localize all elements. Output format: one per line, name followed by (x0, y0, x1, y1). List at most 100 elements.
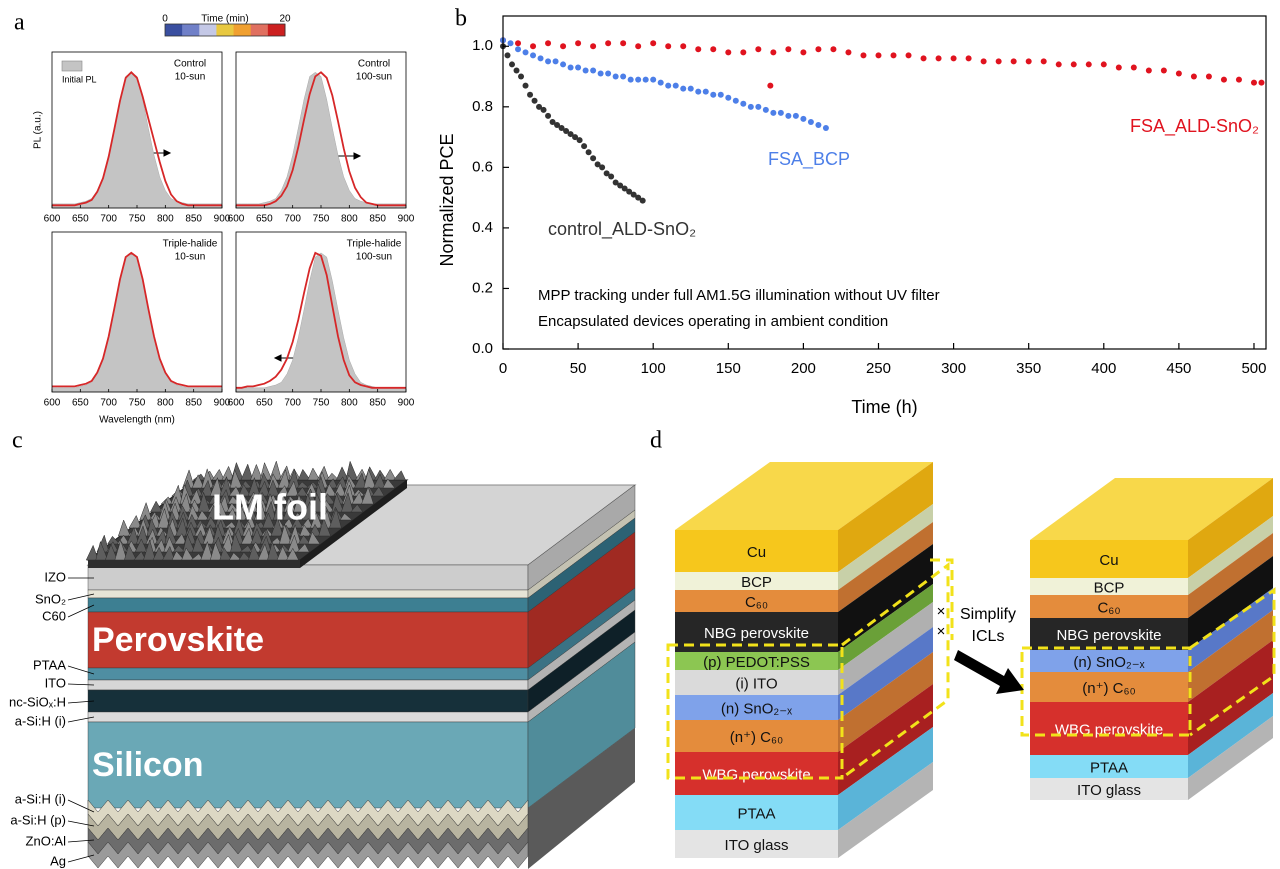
data-point (995, 58, 1002, 65)
highlight-box (666, 558, 954, 780)
data-point (965, 55, 972, 62)
series-label: FSA_BCP (768, 149, 850, 170)
leader-line (67, 839, 95, 843)
data-point (635, 43, 642, 50)
stack-side (1188, 693, 1273, 778)
layer-label: BCP (1094, 579, 1125, 596)
leader-line (67, 820, 95, 827)
stack-layer (1030, 755, 1188, 778)
y-tick-label: 0.8 (472, 98, 493, 115)
data-point (665, 43, 672, 50)
stack-side (1188, 640, 1273, 755)
stack-side (838, 652, 933, 752)
y-tick-label: 0.4 (472, 219, 493, 236)
x-axis-label: Wavelength (nm) (99, 415, 175, 426)
data-point (665, 82, 672, 89)
foil-pyramid (329, 507, 342, 529)
layer-label: BCP (741, 574, 772, 591)
data-point (554, 121, 561, 128)
panel-label: b (455, 6, 467, 32)
data-point (785, 112, 792, 119)
data-point (599, 164, 606, 171)
y-tick-label: 0.6 (472, 158, 493, 175)
foil-pyramid (240, 527, 254, 545)
data-point (725, 49, 732, 56)
layer-label: a-Si:H (p) (10, 812, 66, 827)
data-point (612, 179, 619, 186)
data-point (980, 58, 987, 65)
stack-layer (675, 752, 838, 795)
stack-layer (1030, 618, 1188, 650)
foil-pyramid (238, 483, 252, 497)
data-point (1130, 64, 1137, 71)
foil-pyramid (250, 463, 263, 481)
foil-pyramid (307, 531, 321, 545)
layer-label: ITO (45, 675, 66, 690)
stack-side (838, 584, 933, 670)
data-point (732, 97, 739, 104)
colorbar-tick-label: 20 (279, 14, 291, 25)
data-point (1145, 67, 1152, 74)
data-point (518, 73, 525, 80)
foil-pyramid (191, 535, 205, 553)
colorbar-frame (164, 23, 286, 37)
layer-label: (i) ITO (735, 675, 777, 692)
y-tick-label: 1.0 (472, 37, 493, 54)
foil-pyramid (298, 534, 311, 545)
data-point (581, 143, 588, 150)
data-point (680, 43, 687, 50)
y-axis-label: Normalized PCE (437, 133, 457, 266)
foil-pyramid (324, 483, 337, 497)
stack-side (1188, 478, 1273, 578)
plot-frame (502, 15, 1267, 350)
data-point (710, 91, 717, 98)
foil-pyramid (225, 507, 238, 521)
x-tick-label: 0 (499, 360, 507, 377)
data-point (845, 49, 852, 56)
foil-pyramid (296, 543, 310, 553)
data-point (725, 94, 732, 101)
stack-side (838, 684, 933, 795)
layer-label: (n⁺) C₆₀ (730, 729, 784, 746)
data-point (1115, 64, 1122, 71)
foil-pyramid (269, 537, 283, 545)
stack-layer (1030, 650, 1188, 672)
foil-pyramid (350, 503, 364, 513)
x-tick-label: 600 (44, 398, 61, 409)
x-tick-label: 450 (1166, 360, 1191, 377)
x-tick-label: 800 (157, 214, 174, 225)
subplot-title: 100-sun (356, 252, 392, 263)
stack-side (1188, 588, 1273, 672)
x-tick-label: 900 (214, 214, 231, 225)
x-tick-label: 850 (369, 214, 386, 225)
x-tick-label: 250 (866, 360, 891, 377)
data-point (1085, 61, 1092, 68)
data-point (575, 40, 582, 47)
data-point (672, 82, 679, 89)
foil-pyramid (382, 478, 396, 489)
data-point (567, 64, 574, 71)
y-tick-label: 0.0 (472, 340, 493, 357)
data-point (590, 67, 597, 74)
data-point (770, 109, 777, 116)
foil-pyramid (240, 463, 254, 481)
data-point (905, 52, 912, 59)
layer-label: (n⁺) C₆₀ (1082, 680, 1136, 697)
data-point (740, 100, 747, 107)
leader-line (67, 799, 95, 813)
layer-front (87, 667, 529, 681)
data-point (1190, 73, 1197, 80)
y-axis-label: PL (a.u.) (33, 111, 44, 149)
stack-side (838, 627, 933, 720)
x-tick-label: 800 (341, 398, 358, 409)
x-tick-label: 100 (641, 360, 666, 377)
data-point (702, 88, 709, 95)
series-label: control_ALD-SnO₂ (548, 219, 696, 240)
data-point (650, 40, 657, 47)
layer-label: (n) SnO₂₋ₓ (1073, 654, 1144, 671)
x-tick-label: 850 (185, 214, 202, 225)
stack-side (1188, 533, 1273, 618)
data-point (687, 85, 694, 92)
colorbar-cell (250, 24, 269, 36)
x-axis-label: Time (h) (851, 397, 917, 417)
